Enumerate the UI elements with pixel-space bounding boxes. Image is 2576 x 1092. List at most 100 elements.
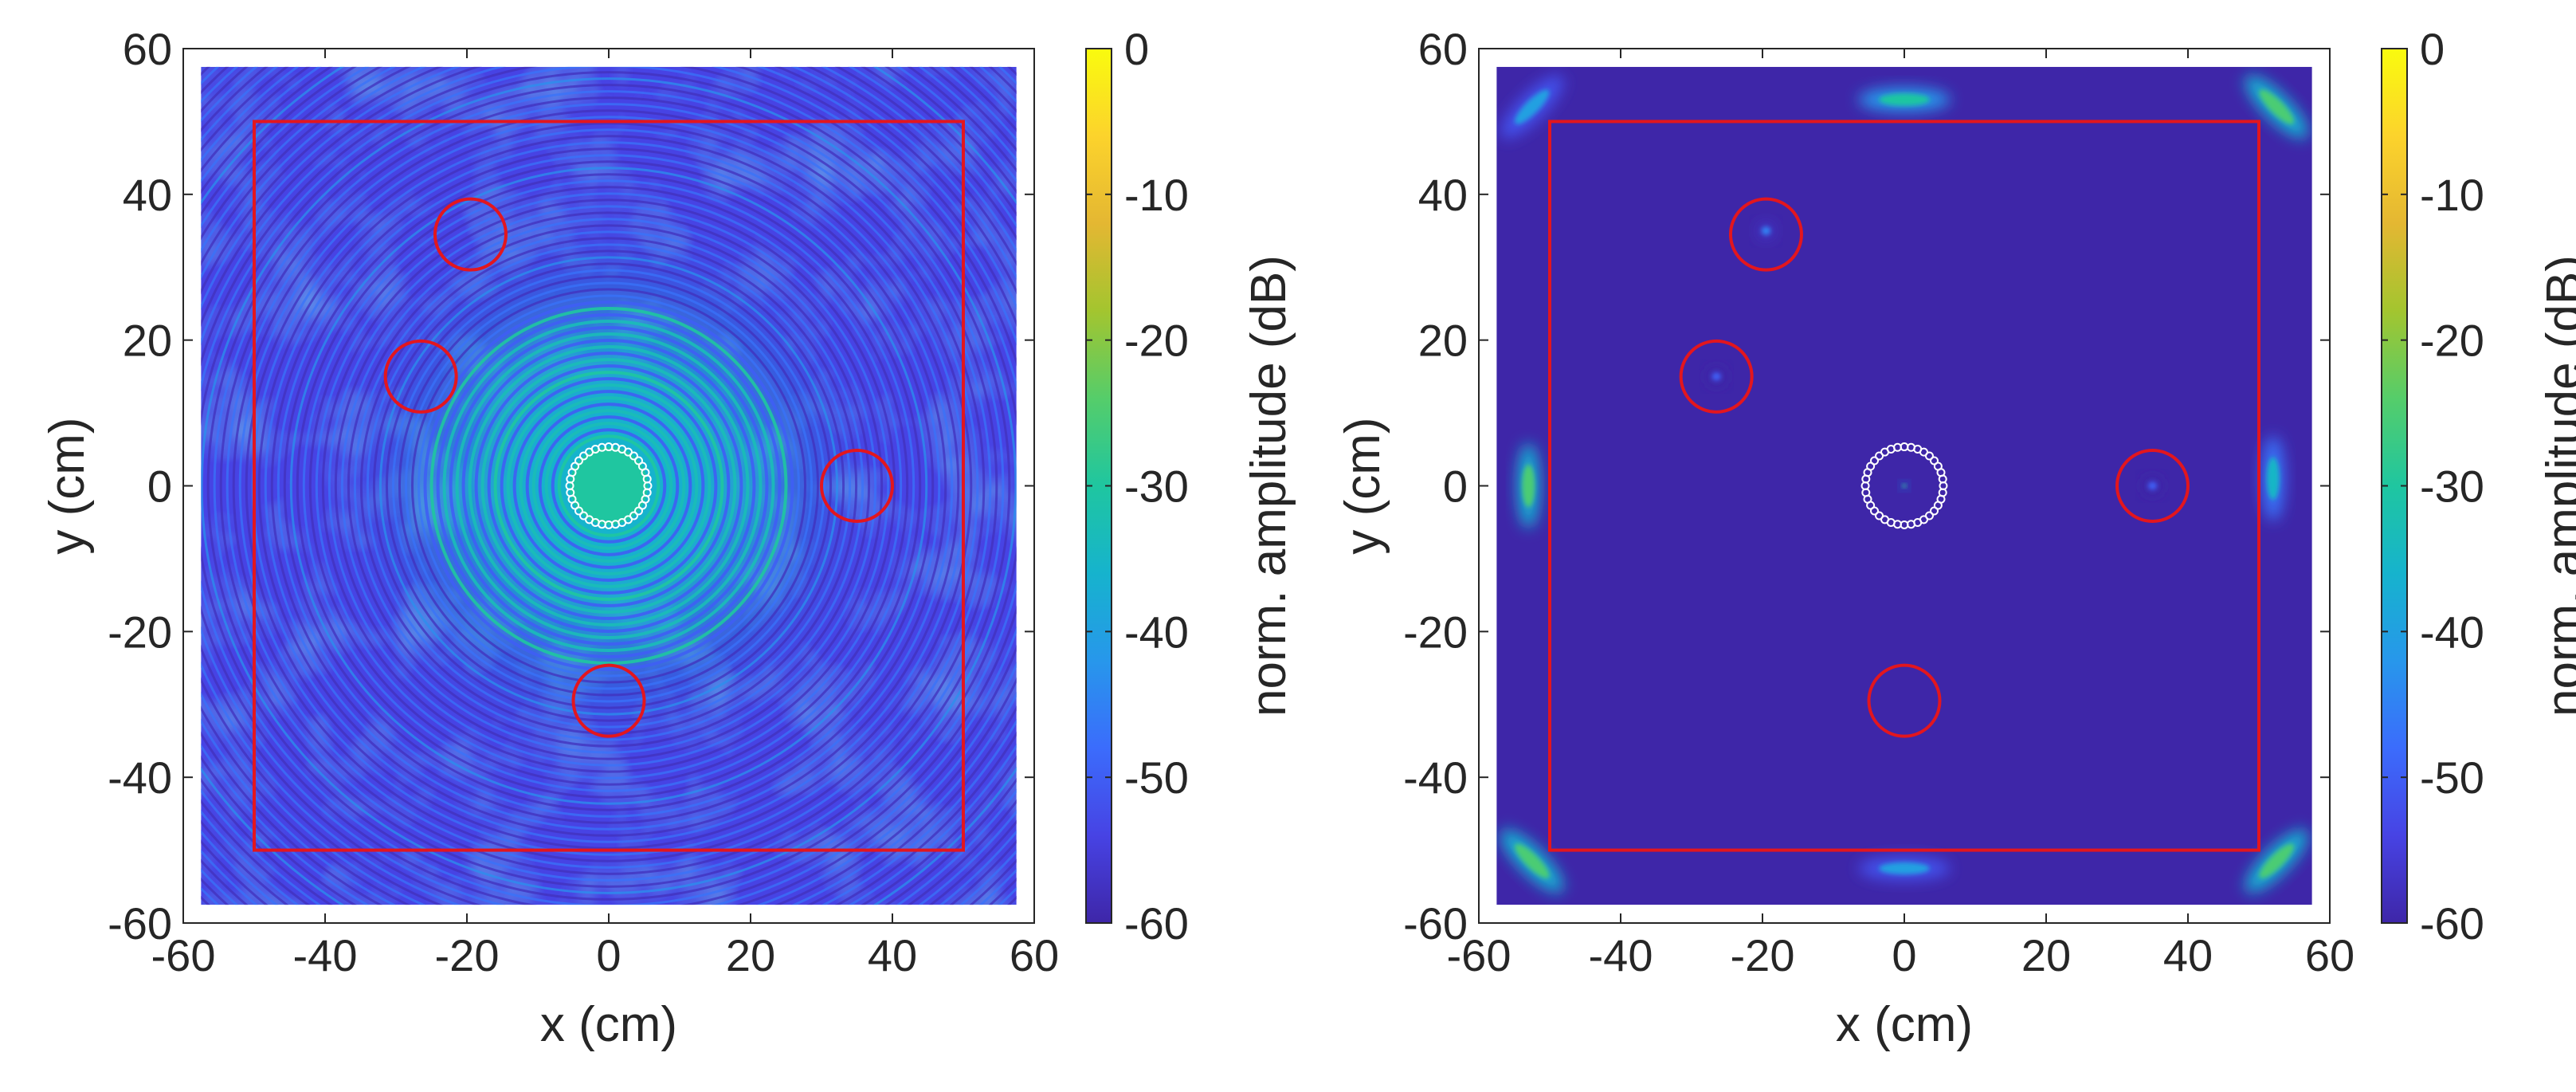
square-region [253,120,965,852]
ripple-ring [245,122,973,850]
ring-element [633,506,643,516]
ripple-ring [551,428,667,544]
x-tick-label: 40 [2163,930,2213,980]
ripple-ring [487,364,731,607]
colorbar-tick-label: -60 [2420,898,2484,949]
x-tick-label: 0 [596,930,621,980]
y-tick-label: 60 [1418,24,1468,74]
colorbar-tick-label: -10 [1124,170,1189,220]
hotspot-core [2259,843,2294,878]
hotspot [1757,222,1775,240]
x-axis-label: x (cm) [1836,997,1973,1052]
hotspot [1517,443,1540,528]
y-tick-label: 20 [1418,316,1468,366]
ripple-ring [289,167,928,805]
ripple-ring [347,224,871,748]
ripple-ring [283,160,935,811]
panel-left: -60 -40 -20 0 20 40 60 60 40 20 0 -20 -40 -60 x (cm) y … [40,24,1059,1052]
x-tick-label: 60 [2305,930,2354,980]
y-tick-label: 0 [147,462,172,512]
ripple-ring [391,269,826,703]
ripple-ring [315,192,903,780]
target-circle [1679,339,1754,414]
ripple-ring [468,345,750,627]
colorbar-tick-label: -20 [2420,316,2484,366]
hotspot [1500,75,1564,139]
ripple-ring [276,154,941,818]
x-tick-label: -40 [293,930,358,980]
y-tick-label: -60 [1403,898,1468,949]
ring-element [629,451,638,461]
y-axis-label: y (cm) [1335,417,1390,554]
center-fill [570,446,648,525]
colorbar-tick-label: 0 [1124,24,1149,74]
ring-element [1870,456,1880,465]
target-circle [433,197,508,272]
ripple-ring [372,249,845,722]
colorbar-tick-label: -50 [1124,752,1189,803]
heatmap-image [1496,66,2312,905]
hotspot [1858,856,1951,881]
ripple-ring [238,116,979,856]
y-tick-label: -40 [1403,752,1468,803]
colorbar-tick-label: -50 [2420,752,2484,803]
ripple-ring [264,141,954,831]
hotspot-core [1522,464,1535,508]
hotspot-core [1879,93,1930,106]
ripple-ring [302,179,916,792]
ripple-ring [340,218,877,754]
colorbar-tick-label: -40 [1124,607,1189,657]
ripple-ring [219,96,998,875]
ripple-ring [417,294,801,678]
heatmap-image [201,66,1017,905]
colorbar-right: 0 -10 -20 -30 -40 -50 -60 norm. amplitude (dB) [2381,24,2576,949]
hotspot-core [2266,457,2280,501]
ring-element [1938,474,1947,484]
target-circle [571,663,646,738]
ripple-ring [213,90,1005,882]
ripple-ring [500,377,718,595]
ripple-ring [461,339,756,633]
ripple-ring [359,237,858,735]
ripple-ring [423,300,794,672]
ripple-ring [201,71,1017,901]
ripple-ring [201,77,1017,894]
colorbar-tick-label: -40 [2420,607,2484,657]
ripple-ring [449,326,769,646]
ring-element [1875,511,1884,520]
colorbar-label: norm. amplitude (dB) [2537,255,2576,717]
hotspot [1858,87,1951,112]
x-tick-label: -60 [151,930,216,980]
ripple-ring [442,320,775,652]
y-tick-label: 40 [123,170,172,220]
colorbar-tick-label: -30 [2420,462,2484,512]
ripple-ring [404,281,814,690]
x-tick-label: -20 [1731,930,1795,980]
y-axis-label: y (cm) [40,417,95,554]
ripple-ring [327,205,890,767]
target-circle [2115,449,2190,523]
ripple-ring [398,275,820,697]
ripple-ring [410,288,807,684]
x-tick-label: 40 [868,930,917,980]
hotspot-core [2147,481,2158,490]
y-tick-label: 0 [1443,462,1468,512]
target-circle [820,449,894,523]
hotspot [1500,829,1564,893]
ripple-ring [474,352,743,620]
ripple-ring [538,415,680,556]
ring-element [579,511,589,520]
colorbar-tick-label: -60 [1124,898,1189,949]
hotspot-core [1711,372,1722,381]
colorbar-tick-label: -20 [1124,316,1189,366]
hotspot [1900,482,1908,489]
colorbar-left: 0 -10 -20 -30 -40 -50 -60 norm. amplitude (dB) [1085,24,1296,949]
colorbar-tick-label: 0 [2420,24,2445,74]
ripple-ring [206,84,1011,888]
ripple-ring [512,390,705,582]
x-tick-label: 60 [1010,930,1059,980]
colorbar-tick-label: -10 [2420,170,2484,220]
ripple-ring [257,135,960,837]
x-tick-label: 20 [726,930,775,980]
